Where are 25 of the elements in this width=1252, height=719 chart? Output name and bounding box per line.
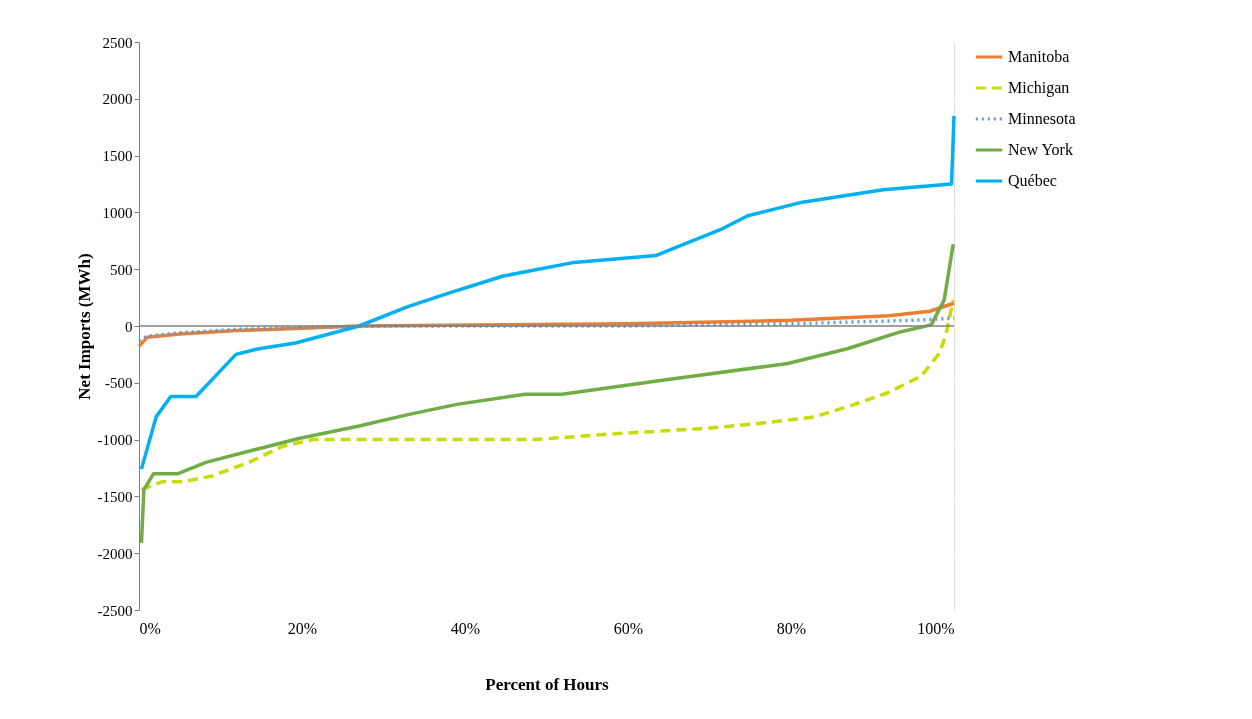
legend-label: Québec (1008, 172, 1057, 189)
x-tick-label: 60% (613, 619, 644, 637)
y-tick-label: 0 (125, 318, 133, 335)
y-tick-label: 500 (110, 261, 133, 278)
x-tick-label: 40% (450, 619, 481, 637)
y-tick-label: 1500 (102, 148, 133, 165)
y-tick-label: -2000 (97, 545, 133, 562)
x-tick-label: 100% (917, 619, 955, 637)
x-tick-label: 20% (287, 619, 318, 637)
x-tick-label: 80% (776, 619, 807, 637)
y-tick-label: 2000 (102, 91, 133, 108)
line-series (137, 316, 956, 343)
y-tick-label: 2500 (102, 34, 133, 51)
legend-label: Minnesota (1008, 110, 1076, 127)
y-tick-label: -1500 (97, 488, 133, 505)
legend-label: Manitoba (1008, 48, 1070, 65)
x-axis-title: Percent of Hours (485, 674, 610, 694)
legend-label: New York (1008, 141, 1073, 158)
legend-label: Michigan (1008, 79, 1070, 97)
y-tick-label: -2500 (97, 602, 133, 619)
y-axis-title: Net Imports (MWh) (74, 253, 94, 400)
y-tick-label: -1000 (97, 432, 133, 449)
y-tick-label: 1000 (102, 204, 133, 221)
x-tick-label: 0% (139, 619, 161, 637)
y-tick-label: -500 (105, 375, 133, 392)
